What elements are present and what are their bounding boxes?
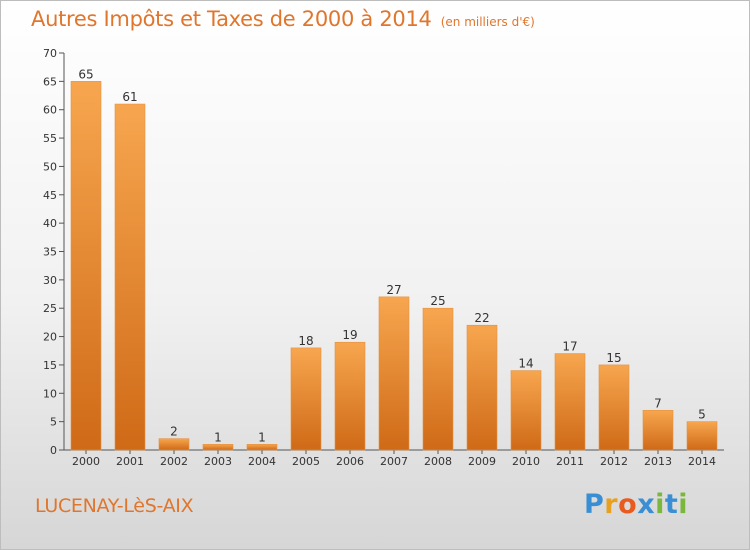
y-tick-label: 30 — [43, 274, 57, 287]
bar — [598, 364, 630, 451]
bar — [510, 370, 542, 451]
commune-name: LUCENAY-LèS-AIX — [35, 495, 194, 517]
bar — [290, 347, 322, 451]
data-label: 5 — [698, 408, 706, 422]
x-tick-label: 2000 — [72, 455, 100, 468]
logo-letter: i — [655, 489, 665, 520]
y-tick-label: 5 — [50, 416, 57, 429]
x-tick-label: 2003 — [204, 455, 232, 468]
x-tick-label: 2004 — [248, 455, 276, 468]
bars — [70, 81, 718, 451]
y-tick-label: 20 — [43, 331, 57, 344]
x-tick-label: 2002 — [160, 455, 188, 468]
logo-letter: o — [618, 489, 638, 520]
y-tick-label: 40 — [43, 217, 57, 230]
logo-letter: r — [604, 489, 619, 520]
data-label: 7 — [654, 396, 662, 410]
y-tick-label: 45 — [43, 189, 57, 202]
chart-subtitle: (en milliers d'€) — [440, 15, 535, 29]
logo-letter: t — [664, 489, 679, 520]
bar — [158, 438, 190, 451]
y-tick-label: 65 — [43, 75, 57, 88]
x-tick-label: 2008 — [424, 455, 452, 468]
data-label: 1 — [258, 430, 266, 444]
bar — [246, 444, 278, 451]
value-labels: 65 61 2 1 1 18 19 27 25 22 14 17 15 7 5 — [78, 67, 705, 444]
data-label: 27 — [386, 283, 401, 297]
x-tick-label: 2012 — [600, 455, 628, 468]
data-label: 19 — [342, 328, 357, 342]
x-tick-label: 2011 — [556, 455, 584, 468]
bar — [70, 81, 102, 451]
x-tick-label: 2010 — [512, 455, 540, 468]
bar — [422, 307, 454, 451]
logo-letter: P — [584, 489, 605, 520]
chart-title: Autres Impôts et Taxes de 2000 à 2014 — [31, 7, 432, 31]
x-axis: 2000 2001 2002 2003 2004 2005 2006 2007 2008 2009… — [64, 449, 724, 468]
y-tick-label: 55 — [43, 132, 57, 145]
bar — [686, 421, 718, 451]
x-tick-label: 2014 — [688, 455, 716, 468]
data-label: 17 — [562, 340, 577, 354]
y-axis: 0 5 10 15 20 25 30 35 40 45 50 55 60 65 70 — [43, 47, 65, 457]
bar — [202, 444, 234, 451]
data-label: 18 — [298, 334, 313, 348]
data-label: 1 — [214, 430, 222, 444]
data-label: 61 — [122, 90, 137, 104]
y-tick-label: 15 — [43, 359, 57, 372]
data-label: 65 — [78, 67, 93, 81]
logo-letter: i — [678, 489, 689, 520]
y-tick-label: 60 — [43, 104, 57, 117]
x-tick-label: 2007 — [380, 455, 408, 468]
x-tick-label: 2001 — [116, 455, 144, 468]
proxiti-logo: Proxiti — [584, 489, 688, 520]
data-label: 22 — [474, 311, 489, 325]
y-tick-label: 35 — [43, 246, 57, 259]
data-label: 25 — [430, 294, 445, 308]
y-tick-label: 10 — [43, 387, 57, 400]
bar — [334, 341, 366, 451]
y-tick-label: 25 — [43, 302, 57, 315]
data-label: 15 — [606, 351, 621, 365]
bar — [114, 103, 146, 451]
x-tick-label: 2005 — [292, 455, 320, 468]
data-label: 2 — [170, 425, 178, 439]
title-row: Autres Impôts et Taxes de 2000 à 2014 (e… — [31, 7, 535, 31]
bar — [554, 353, 586, 451]
x-tick-label: 2009 — [468, 455, 496, 468]
y-tick-label: 70 — [43, 47, 57, 60]
logo-letter: x — [637, 489, 656, 520]
y-tick-label: 0 — [50, 444, 57, 457]
bar — [642, 409, 674, 451]
bar — [378, 296, 410, 451]
bar — [466, 324, 498, 451]
data-label: 14 — [518, 357, 533, 371]
x-tick-label: 2006 — [336, 455, 364, 468]
x-tick-label: 2013 — [644, 455, 672, 468]
y-tick-label: 50 — [43, 160, 57, 173]
